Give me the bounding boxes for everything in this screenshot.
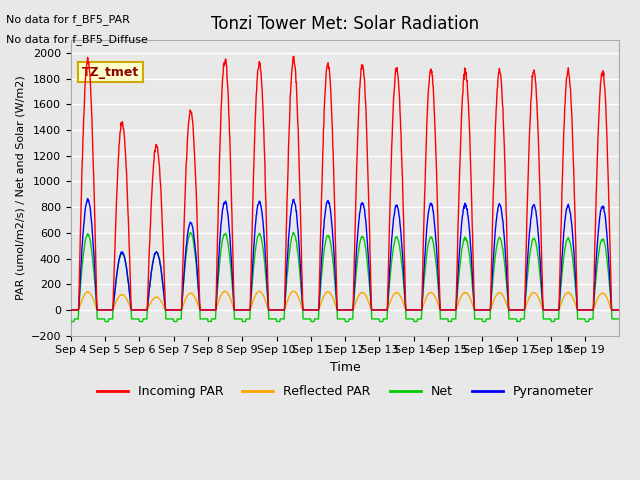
X-axis label: Time: Time — [330, 361, 360, 374]
Text: No data for f_BF5_Diffuse: No data for f_BF5_Diffuse — [6, 34, 148, 45]
Title: Tonzi Tower Met: Solar Radiation: Tonzi Tower Met: Solar Radiation — [211, 15, 479, 33]
Legend: Incoming PAR, Reflected PAR, Net, Pyranometer: Incoming PAR, Reflected PAR, Net, Pyrano… — [92, 380, 598, 403]
Text: TZ_tmet: TZ_tmet — [82, 66, 139, 79]
Y-axis label: PAR (umol/m2/s) / Net and Solar (W/m2): PAR (umol/m2/s) / Net and Solar (W/m2) — [15, 75, 25, 300]
Text: No data for f_BF5_PAR: No data for f_BF5_PAR — [6, 14, 131, 25]
